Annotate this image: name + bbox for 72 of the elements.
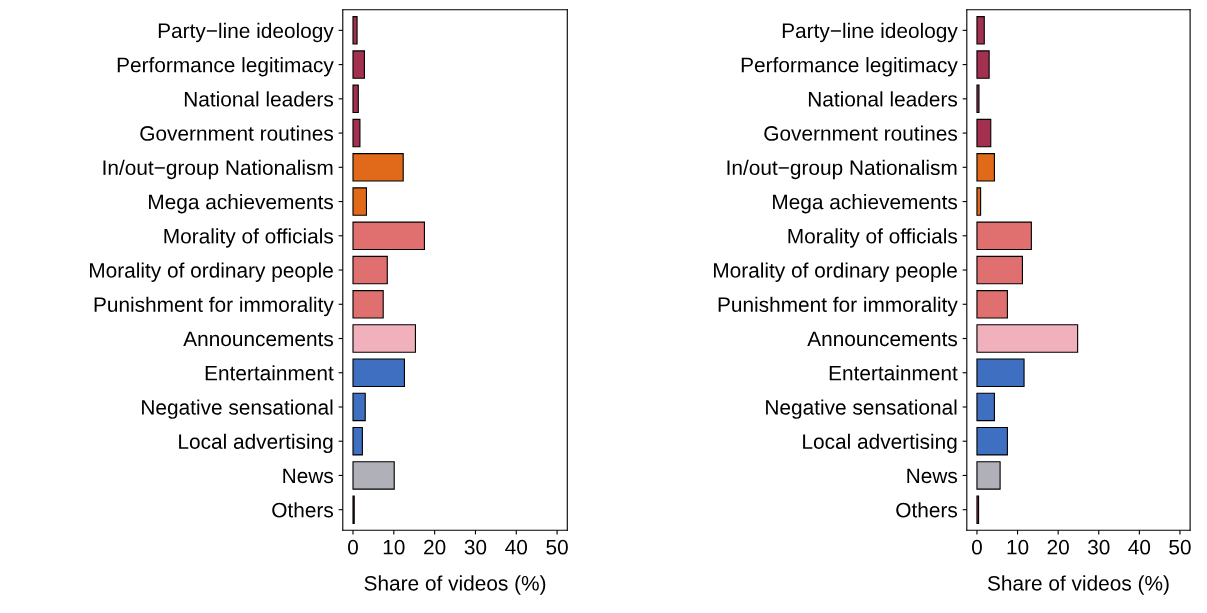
x-tick-label: 50: [1169, 539, 1191, 555]
x-tick-label: 30: [464, 539, 487, 555]
bar: [352, 153, 404, 182]
y-tick-label: National leaders: [184, 91, 334, 107]
x-tick-label: 40: [505, 539, 528, 555]
bar: [976, 392, 995, 422]
y-tick-label: Morality of officials: [164, 228, 334, 248]
bar: [976, 187, 982, 216]
y-tick-label: Party−line ideology: [158, 22, 334, 43]
y-tick-label: Party−line ideology: [782, 22, 958, 43]
x-tick-label: 20: [1047, 539, 1069, 555]
bar: [352, 187, 368, 216]
x-tick-label: 40: [1128, 539, 1151, 555]
y-tick-label: Others: [896, 502, 958, 518]
y-tick-label: Announcements: [807, 331, 958, 347]
bar: [352, 392, 366, 422]
y-tick-label: Entertainment: [829, 365, 958, 381]
bar: [352, 118, 361, 148]
y-tick-label: Performance legitimacy: [117, 57, 334, 77]
x-tick-label: 10: [1007, 539, 1029, 555]
x-tick-label: 0: [971, 539, 982, 555]
y-tick-label: Morality of officials: [788, 228, 958, 248]
x-tick-label: 20: [424, 539, 446, 555]
x-tick-label: 0: [348, 539, 358, 555]
bar: [352, 16, 358, 45]
bar: [976, 84, 980, 114]
bar: [352, 290, 384, 319]
bar: [352, 426, 363, 456]
x-axis-title: Share of videos (%): [364, 575, 546, 595]
y-tick-label: Others: [272, 502, 334, 518]
bar: [976, 221, 1032, 251]
bar: [976, 290, 1008, 319]
y-tick-label: Morality of ordinary people: [714, 262, 957, 282]
bar: [352, 84, 359, 114]
bar: [352, 221, 425, 251]
x-axis-title: Share of videos (%): [987, 575, 1169, 595]
y-tick-label: Local advertising: [803, 433, 957, 454]
bar: [976, 16, 985, 45]
y-tick-label: Punishment for immorality: [718, 296, 958, 317]
y-tick-label: Announcements: [183, 331, 334, 347]
x-tick-label: 50: [546, 539, 568, 555]
bar: [352, 358, 405, 387]
y-tick-label: In/out−group Nationalism: [727, 159, 957, 180]
bar: [352, 324, 417, 353]
bar: [352, 50, 365, 79]
y-tick-label: Entertainment: [205, 365, 334, 381]
x-tick-label: 30: [1087, 539, 1110, 555]
bar: [976, 358, 1025, 387]
bar: [976, 118, 992, 148]
bar: [976, 153, 995, 182]
bar: [976, 461, 1001, 490]
y-tick-label: News: [907, 468, 958, 484]
y-tick-label: Negative sensational: [766, 399, 957, 419]
y-tick-label: Government routines: [764, 125, 958, 141]
bar: [976, 426, 1008, 456]
bar: [976, 324, 1079, 353]
y-tick-label: Punishment for immorality: [94, 296, 334, 317]
y-tick-label: News: [283, 468, 334, 484]
bar: [352, 461, 395, 490]
y-tick-label: Local advertising: [179, 433, 333, 454]
y-tick-label: National leaders: [808, 91, 958, 107]
y-tick-label: Negative sensational: [142, 399, 333, 419]
bar: [976, 50, 990, 79]
y-tick-label: Mega achievements: [149, 194, 334, 214]
y-tick-label: Government routines: [140, 125, 334, 141]
bar: [352, 255, 388, 285]
x-tick-label: 10: [383, 539, 405, 555]
y-tick-label: Performance legitimacy: [741, 57, 958, 77]
y-tick-label: In/out−group Nationalism: [103, 159, 333, 180]
y-tick-label: Mega achievements: [773, 194, 958, 214]
y-tick-label: Morality of ordinary people: [89, 262, 333, 282]
bar: [976, 255, 1023, 285]
